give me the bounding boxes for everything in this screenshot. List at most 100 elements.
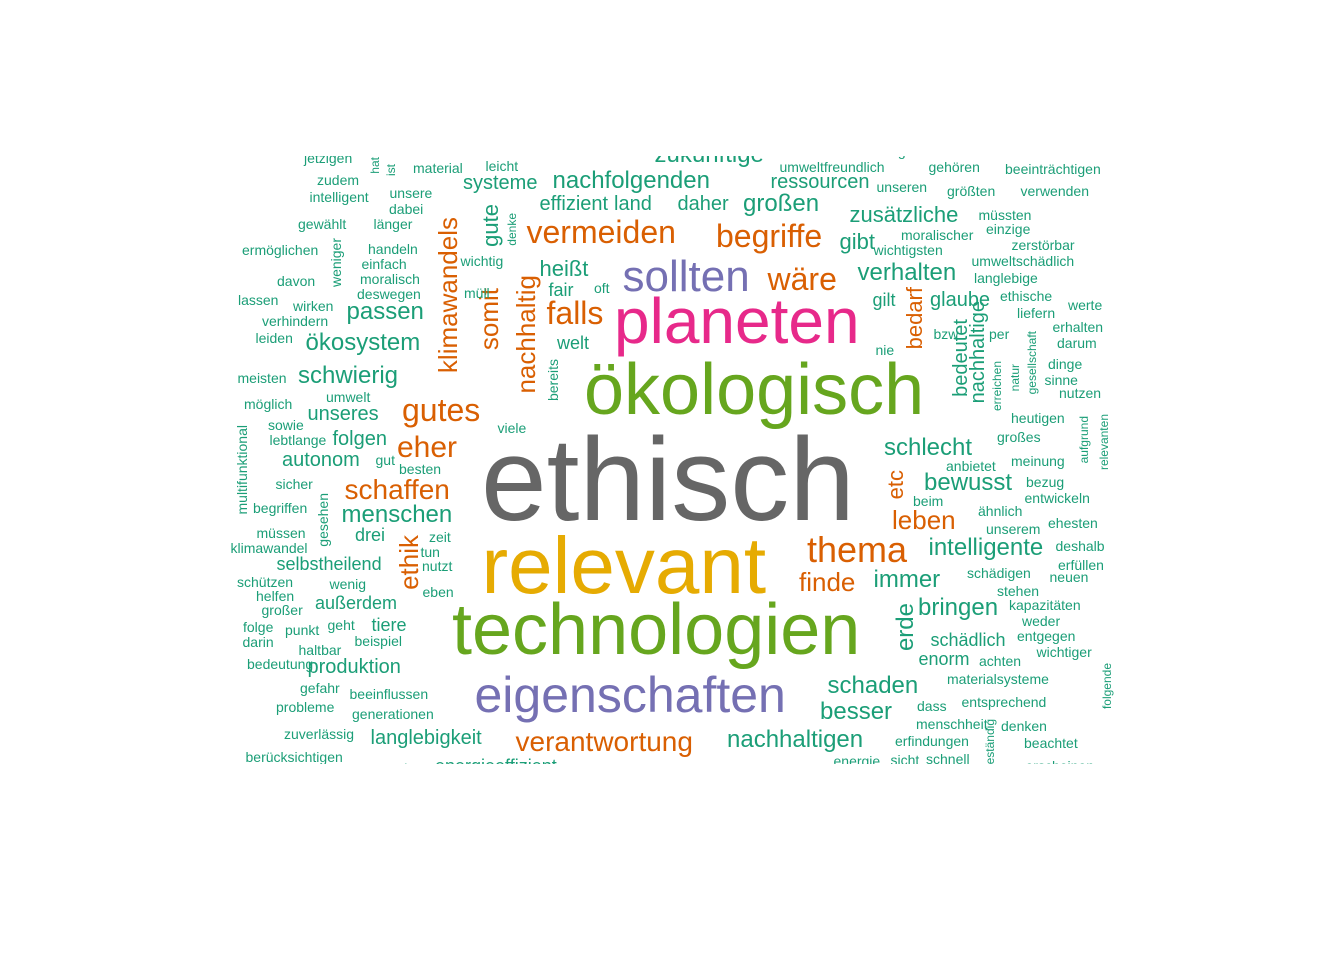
cloud-word: gut <box>375 452 395 468</box>
cloud-word: natur <box>1008 363 1022 391</box>
cloud-word: nachhaltige <box>967 301 989 404</box>
cloud-word: entwickeln <box>1024 490 1090 506</box>
cloud-word: sinne <box>1044 372 1078 388</box>
cloud-word: verhalten <box>857 259 957 286</box>
cloud-word: schädigen <box>967 565 1031 581</box>
cloud-word: aufgrund <box>1077 415 1091 463</box>
cloud-word: beispiel <box>354 633 402 649</box>
cloud-word: zusätzliche <box>849 202 959 227</box>
cloud-word: heutigen <box>1011 410 1065 426</box>
cloud-word: beeinträchtigen <box>1005 161 1101 177</box>
cloud-word: schaden <box>827 672 919 699</box>
cloud-word: bewusst <box>924 469 1013 496</box>
cloud-word: probleme <box>276 699 335 715</box>
cloud-word: nie <box>875 342 895 358</box>
cloud-word: vermeiden <box>526 214 676 250</box>
cloud-word: nachhaltigen <box>727 726 864 753</box>
cloud-word: besten <box>399 461 442 477</box>
cloud-word: energieeffizient <box>435 757 557 764</box>
cloud-word: außerdem <box>315 593 398 613</box>
cloud-word: größten <box>947 183 996 199</box>
cloud-word: wäre <box>767 261 837 297</box>
cloud-word: gute <box>478 203 503 247</box>
cloud-word: tiere <box>371 615 407 635</box>
cloud-word: energie <box>833 753 881 764</box>
cloud-word: moralischer <box>901 227 974 243</box>
cloud-word: beeinflussen <box>349 686 429 702</box>
cloud-word: menschheit <box>916 716 988 732</box>
cloud-word: darin <box>242 634 274 650</box>
cloud-word: leiden <box>255 330 293 346</box>
cloud-word: helfen <box>256 588 295 604</box>
cloud-word: nachhaltig <box>511 274 541 394</box>
cloud-word: zerstörbar <box>1011 237 1075 253</box>
cloud-word: zeit <box>429 529 451 545</box>
cloud-word: material <box>413 160 463 176</box>
cloud-word: entgegen <box>1017 628 1076 644</box>
cloud-word: wichtig <box>460 253 504 269</box>
cloud-word: nutzen <box>1059 385 1102 401</box>
cloud-word: schwierig <box>298 362 399 389</box>
cloud-word: folgen <box>332 428 388 450</box>
cloud-word: effizient <box>539 193 609 215</box>
cloud-word: folge <box>243 619 274 635</box>
cloud-word: ermöglichen <box>242 242 319 258</box>
cloud-word: hat <box>368 156 382 174</box>
cloud-word: etc <box>883 469 908 499</box>
cloud-word: ökosystem <box>305 329 421 356</box>
cloud-word: ethik <box>394 534 424 590</box>
cloud-word: systeme <box>463 172 538 194</box>
cloud-word: achten <box>979 653 1022 669</box>
cloud-word: gehören <box>928 159 980 175</box>
cloud-word: bedeutung <box>247 656 314 672</box>
cloud-word: gesellschaft <box>1025 330 1039 394</box>
cloud-word: wenig <box>329 576 367 592</box>
cloud-word: sicht <box>890 752 920 764</box>
cloud-word: enorm <box>918 649 970 669</box>
cloud-word: ressourcen <box>770 171 870 193</box>
cloud-word: bezug <box>1026 474 1065 490</box>
cloud-word: bereits <box>545 359 561 402</box>
cloud-word: ähnlich <box>978 503 1023 519</box>
cloud-word: unsere <box>389 185 433 201</box>
cloud-word: bzw <box>933 326 959 342</box>
cloud-word: haltbar <box>298 642 342 658</box>
cloud-word: sichtbar <box>677 763 747 764</box>
cloud-word: per <box>989 326 1010 342</box>
cloud-word: neuen <box>1049 569 1089 585</box>
cloud-word: nachfolgenden <box>552 167 710 194</box>
cloud-word: moralisch <box>360 271 420 287</box>
cloud-word: thema <box>807 529 908 570</box>
cloud-word: unserem <box>986 521 1041 537</box>
cloud-word: klimawandels <box>433 217 463 374</box>
cloud-word: gesehen <box>315 493 331 547</box>
cloud-word: intelligent <box>309 189 369 205</box>
cloud-word: erfindungen <box>895 733 969 749</box>
cloud-word: jetzigen <box>304 156 353 166</box>
cloud-word: unseren <box>876 179 928 195</box>
cloud-word: darum <box>1057 335 1097 351</box>
cloud-word: beständig <box>983 719 997 764</box>
cloud-word: denke <box>505 212 519 246</box>
cloud-word: meinung <box>1011 453 1065 469</box>
cloud-word: liefern <box>1017 305 1056 321</box>
cloud-word: daher <box>677 193 729 215</box>
cloud-word: großen <box>743 190 820 217</box>
cloud-word: schädlich <box>930 630 1006 650</box>
cloud-word: schlecht <box>884 434 973 461</box>
cloud-word: tun <box>420 544 440 560</box>
cloud-word: dass <box>917 698 947 714</box>
cloud-word: glaube <box>930 289 991 311</box>
cloud-word: großes <box>997 429 1041 445</box>
cloud-word: denken <box>1001 718 1047 734</box>
cloud-word: entsprechend <box>961 694 1047 710</box>
cloud-word: land <box>614 193 652 215</box>
cloud-word: dinge <box>1048 356 1083 372</box>
cloud-word: länger <box>373 216 413 232</box>
cloud-word: verwenden <box>1020 183 1090 199</box>
cloud-word: fair <box>548 280 574 300</box>
cloud-word: relevanten <box>1097 414 1111 471</box>
cloud-word: einzige <box>986 221 1031 237</box>
cloud-word: welt <box>557 333 590 353</box>
cloud-word: zuverlässig <box>284 726 355 742</box>
